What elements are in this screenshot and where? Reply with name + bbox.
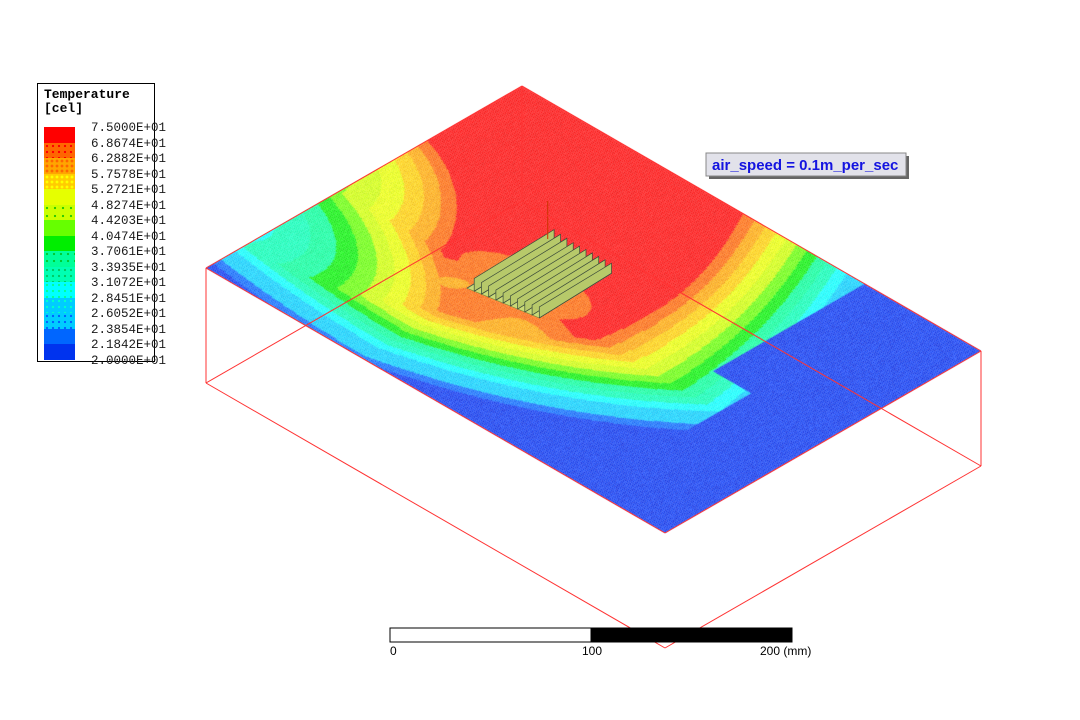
svg-text:0: 0 (390, 644, 397, 658)
svg-text:200 (mm): 200 (mm) (760, 644, 811, 658)
svg-text:air_speed = 0.1m_per_sec: air_speed = 0.1m_per_sec (712, 157, 898, 174)
svg-text:100: 100 (582, 644, 602, 658)
